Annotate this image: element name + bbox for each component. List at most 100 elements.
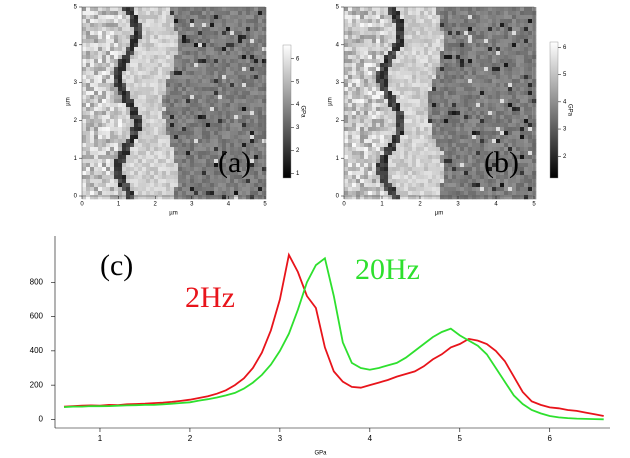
pixel — [500, 19, 504, 23]
pixel — [194, 91, 198, 95]
pixel — [242, 139, 246, 143]
pixel — [210, 143, 214, 147]
pixel — [230, 135, 234, 139]
pixel — [198, 127, 202, 131]
pixel — [194, 51, 198, 55]
pixel — [520, 139, 524, 143]
pixel — [238, 19, 242, 23]
pixel — [432, 79, 436, 83]
pixel — [114, 151, 118, 155]
pixel — [356, 167, 360, 171]
pixel — [380, 63, 384, 67]
pixel — [162, 95, 166, 99]
pixel — [246, 135, 250, 139]
pixel — [90, 75, 94, 79]
pixel — [254, 179, 258, 183]
pixel — [98, 39, 102, 43]
pixel — [98, 159, 102, 163]
pixel — [452, 187, 456, 191]
pixel — [118, 175, 122, 179]
pixel — [90, 195, 94, 199]
pixel — [198, 95, 202, 99]
pixel — [246, 111, 250, 115]
pixel — [234, 107, 238, 111]
pixel — [432, 163, 436, 167]
pixel — [440, 131, 444, 135]
pixel — [226, 23, 230, 27]
pixel — [186, 39, 190, 43]
pixel — [238, 111, 242, 115]
pixel — [110, 35, 114, 39]
pixel — [524, 19, 528, 23]
pixel — [218, 111, 222, 115]
pixel — [356, 191, 360, 195]
pixel — [198, 187, 202, 191]
pixel — [202, 143, 206, 147]
pixel — [86, 179, 90, 183]
pixel — [254, 35, 258, 39]
pixel — [254, 107, 258, 111]
pixel — [516, 191, 520, 195]
pixel — [114, 191, 118, 195]
pixel — [246, 187, 250, 191]
pixel — [428, 63, 432, 67]
pixel — [368, 39, 372, 43]
pixel — [408, 107, 412, 111]
pixel — [214, 35, 218, 39]
pixel — [472, 31, 476, 35]
pixel — [130, 167, 134, 171]
pixel — [150, 167, 154, 171]
pixel — [158, 183, 162, 187]
pixel — [396, 135, 400, 139]
pixel — [416, 79, 420, 83]
pixel — [174, 111, 178, 115]
pixel — [440, 127, 444, 131]
pixel — [214, 87, 218, 91]
pixel — [452, 91, 456, 95]
pixel — [436, 59, 440, 63]
pixel — [110, 23, 114, 27]
pixel — [142, 27, 146, 31]
pixel — [472, 187, 476, 191]
pixel — [146, 191, 150, 195]
pixel — [238, 187, 242, 191]
pixel — [198, 31, 202, 35]
pixel — [488, 19, 492, 23]
pixel — [166, 183, 170, 187]
pixel — [138, 103, 142, 107]
pixel — [432, 63, 436, 67]
pixel — [218, 87, 222, 91]
pixel — [242, 123, 246, 127]
pixel — [202, 131, 206, 135]
pixel — [186, 11, 190, 15]
pixel — [122, 7, 126, 11]
pixel — [94, 27, 98, 31]
pixel — [524, 27, 528, 31]
pixel — [524, 179, 528, 183]
pixel — [154, 75, 158, 79]
pixel — [86, 119, 90, 123]
pixel — [258, 151, 262, 155]
pixel — [82, 167, 86, 171]
pixel — [126, 79, 130, 83]
pixel — [460, 67, 464, 71]
pixel — [520, 51, 524, 55]
pixel — [134, 15, 138, 19]
pixel — [424, 91, 428, 95]
pixel — [424, 23, 428, 27]
pixel — [142, 71, 146, 75]
pixel — [98, 195, 102, 199]
pixel — [158, 19, 162, 23]
pixel — [246, 139, 250, 143]
pixel — [488, 79, 492, 83]
pixel — [444, 139, 448, 143]
pixel — [488, 87, 492, 91]
pixel — [234, 39, 238, 43]
pixel — [218, 15, 222, 19]
pixel — [368, 159, 372, 163]
pixel — [408, 167, 412, 171]
pixel — [146, 71, 150, 75]
pixel — [472, 183, 476, 187]
pixel — [476, 119, 480, 123]
pixel — [178, 15, 182, 19]
